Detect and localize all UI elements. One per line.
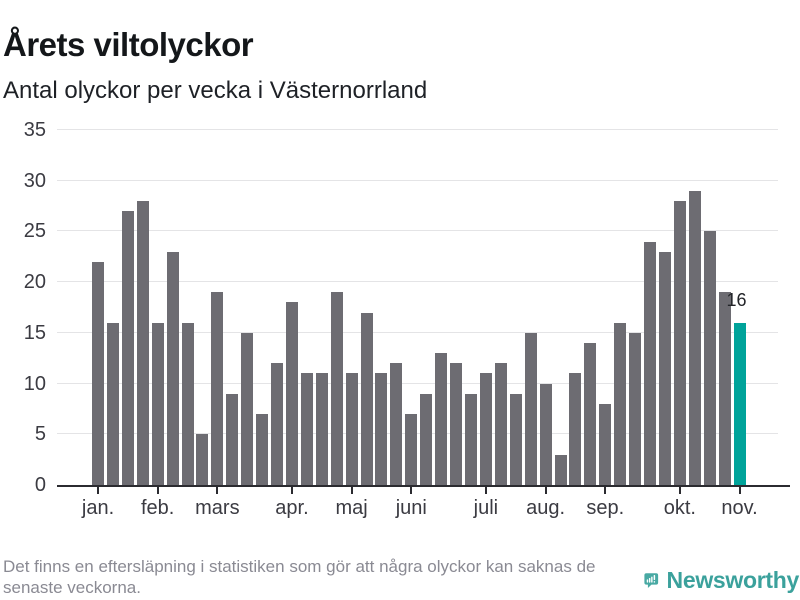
- highlight-value-label: 16: [726, 289, 747, 310]
- bar-week-10: [226, 393, 239, 485]
- bar-week-21: [390, 363, 403, 485]
- brand-name: Newsworthy: [666, 566, 800, 593]
- bar-week-8: [196, 434, 209, 485]
- gridline-y-5: [57, 433, 778, 435]
- x-axis-line: [57, 485, 790, 487]
- x-axis-label-apr: apr.: [275, 497, 309, 519]
- bar-week-20: [375, 373, 388, 485]
- x-tick-okt: [678, 487, 681, 494]
- bar-week-22: [405, 414, 418, 485]
- x-tick-feb: [156, 487, 159, 494]
- x-axis-label-aug: aug.: [526, 497, 566, 519]
- x-tick-maj: [350, 487, 353, 494]
- y-axis-label-15: 15: [23, 321, 46, 344]
- y-axis-label-30: 30: [23, 169, 46, 192]
- bar-week-27: [479, 373, 492, 485]
- x-tick-mars: [216, 487, 219, 494]
- bar-week-5: [151, 322, 164, 485]
- x-axis-label-nov: nov.: [721, 497, 758, 519]
- gridline-y-25: [57, 230, 778, 232]
- bar-week-31: [539, 383, 552, 485]
- bar-week-35: [599, 403, 612, 485]
- bar-week-3: [121, 211, 134, 485]
- bar-week-15: [300, 373, 313, 485]
- newsworthy-logo[interactable]: Newsworthy: [644, 560, 799, 600]
- bar-week-34: [584, 343, 597, 485]
- bar-week-7: [181, 322, 194, 485]
- x-tick-nov: [738, 487, 741, 494]
- bar-week-40: [673, 201, 686, 485]
- x-axis-label-mars: mars: [195, 497, 240, 519]
- bar-week-29: [509, 393, 522, 485]
- bar-week-36: [614, 322, 627, 485]
- gridline-y-10: [57, 382, 778, 384]
- bar-week-33: [569, 373, 582, 485]
- bar-week-39: [658, 251, 671, 485]
- x-axis-label-okt: okt.: [663, 497, 696, 519]
- bar-week-18: [345, 373, 358, 485]
- bar-week-16: [315, 373, 328, 485]
- bar-week-25: [450, 363, 463, 485]
- gridline-y-30: [57, 179, 778, 181]
- bar-week-4: [136, 201, 149, 485]
- x-tick-sep: [604, 487, 607, 494]
- bar-week-30: [524, 332, 537, 485]
- bar-week-38: [644, 241, 657, 485]
- x-axis-label-sep: sep.: [586, 497, 625, 519]
- bar-week-37: [629, 332, 642, 485]
- bar-week-9: [211, 292, 224, 485]
- gridline-y-35: [57, 129, 778, 130]
- bar-week-44: [733, 322, 746, 485]
- bar-week-2: [106, 322, 119, 485]
- x-tick-juli: [484, 487, 487, 494]
- bar-week-14: [285, 302, 298, 485]
- x-axis-label-juli: juli: [473, 497, 499, 519]
- newsworthy-logo-icon: [644, 572, 659, 588]
- x-tick-apr: [290, 487, 293, 494]
- x-axis-label-maj: maj: [335, 497, 368, 519]
- x-tick-jan: [97, 487, 99, 494]
- bar-week-32: [554, 454, 567, 485]
- bar-week-1: [92, 261, 104, 485]
- y-axis-label-10: 10: [23, 372, 46, 395]
- bar-week-19: [360, 312, 373, 485]
- x-tick-aug: [544, 487, 547, 494]
- y-axis-label-35: 35: [23, 119, 46, 141]
- bar-week-17: [330, 292, 343, 485]
- bar-week-11: [241, 332, 254, 485]
- bar-week-6: [166, 251, 179, 485]
- y-axis-label-5: 5: [34, 423, 46, 446]
- y-axis-label-25: 25: [23, 220, 46, 243]
- gridline-y-15: [57, 331, 778, 333]
- bar-week-23: [420, 393, 433, 485]
- x-axis-label-juni: juni: [395, 497, 427, 519]
- x-axis-label-feb: feb.: [140, 497, 175, 519]
- bar-week-41: [688, 190, 701, 485]
- y-axis-label-20: 20: [23, 271, 46, 294]
- gridline-y-20: [57, 281, 778, 283]
- page-title: Årets viltolyckor: [3, 26, 254, 64]
- bar-week-28: [494, 363, 507, 485]
- footnote: Det finns en eftersläpning i statistiken…: [3, 557, 596, 597]
- bar-week-12: [256, 414, 269, 485]
- bar-week-13: [271, 363, 284, 485]
- bar-week-43: [718, 292, 731, 485]
- bar-week-26: [465, 393, 477, 485]
- x-tick-juni: [410, 487, 413, 494]
- chart-subtitle: Antal olyckor per vecka i Västernorrland: [3, 77, 428, 104]
- y-axis-label-0: 0: [34, 474, 46, 496]
- x-axis-label-jan: jan.: [81, 497, 115, 519]
- bar-week-24: [435, 353, 448, 485]
- bar-week-42: [703, 231, 716, 485]
